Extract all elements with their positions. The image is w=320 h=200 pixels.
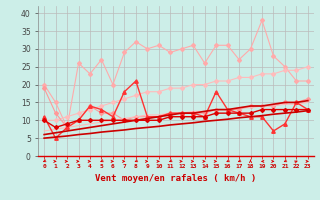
X-axis label: Vent moyen/en rafales ( km/h ): Vent moyen/en rafales ( km/h ) <box>95 174 257 183</box>
